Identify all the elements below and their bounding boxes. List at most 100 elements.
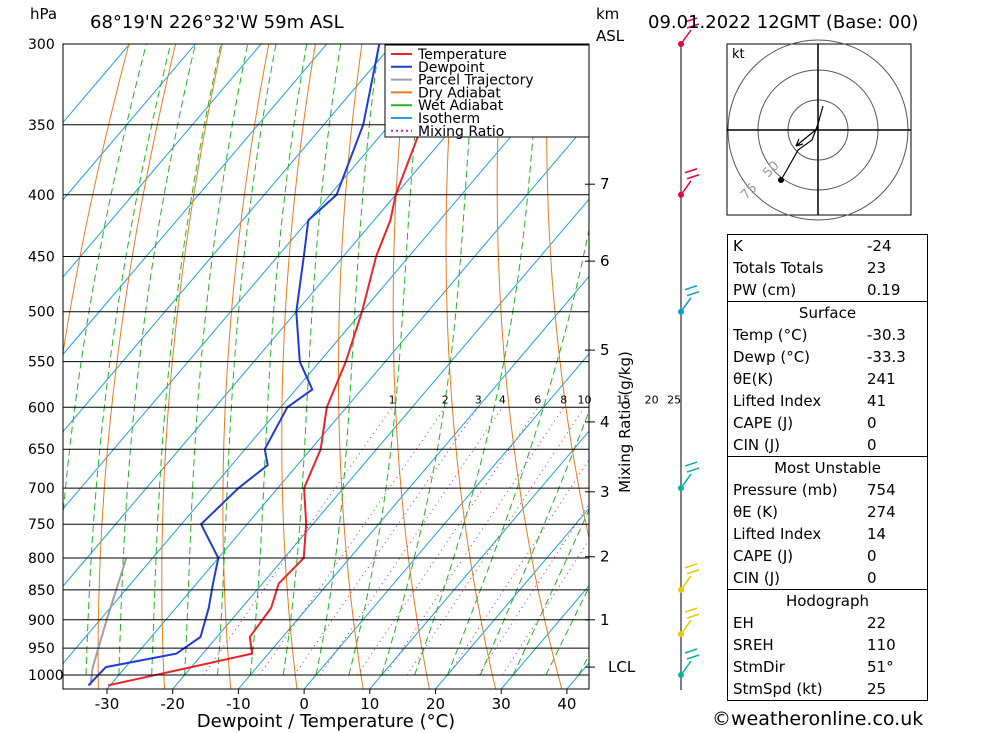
- index-row: PW (cm) 0.19: [728, 279, 927, 301]
- temperature-line: [107, 44, 453, 687]
- wet-adiabat-line: [348, 44, 425, 676]
- mixing-ratio-label: 2: [442, 393, 449, 406]
- index-label: EH: [733, 614, 754, 632]
- dry-adiabat-line: [97, 44, 177, 689]
- storm-motion-arrow: [795, 127, 819, 147]
- index-label: CIN (J): [733, 569, 781, 587]
- index-label: CIN (J): [733, 436, 781, 454]
- dry-adiabat-line: [964, 26, 1000, 700]
- index-label: CAPE (J): [733, 547, 794, 565]
- isotherm-line: [63, 44, 197, 201]
- legend-entry: Mixing Ratio: [418, 124, 504, 140]
- index-label: PW (cm): [733, 281, 797, 299]
- axes: 1 2 3 4 6 8 10 15 20 2530035040045050055060065070…: [28, 37, 681, 713]
- legend-entry: Parcel Trajectory: [418, 73, 534, 89]
- parcel-trajectory-line: [89, 557, 128, 686]
- isotherm-line: [63, 44, 328, 356]
- header-texts: hPa 68°19'N 226°32'W 59m ASL km ASL 09.0…: [30, 5, 918, 732]
- index-value: 14: [867, 525, 887, 543]
- index-value: -33.3: [867, 348, 906, 366]
- wet-adiabat-line: [446, 226, 589, 676]
- height-tick-label: 1: [600, 611, 610, 629]
- wind-barb: [680, 285, 700, 313]
- x-tick-label: -30: [95, 695, 120, 713]
- mixing-ratio-label: 4: [499, 393, 506, 406]
- height-tick-label: 2: [600, 548, 610, 566]
- legend-entry: Temperature: [417, 47, 507, 63]
- pressure-tick-label: 1000: [28, 668, 64, 684]
- index-value: 51°: [867, 658, 894, 676]
- index-value: 0: [867, 569, 877, 587]
- wet-adiabat-line: [381, 44, 478, 676]
- pressure-unit-label: hPa: [30, 5, 57, 23]
- index-value: 754: [867, 481, 896, 499]
- dry-adiabat-line: [918, 26, 1000, 700]
- legend-entry: Dewpoint: [418, 60, 485, 76]
- pressure-tick-label: 500: [28, 305, 55, 321]
- isotherm-line: [500, 584, 589, 689]
- top-indices: K -24 Totals Totals 23 PW (cm) 0.19: [728, 235, 927, 301]
- index-label: θE (K): [733, 503, 778, 521]
- background-lines: [63, 26, 1000, 700]
- copyright-symbol: ©: [712, 708, 731, 730]
- indices-panel: K -24 Totals Totals 23 PW (cm) 0.19 Surface T…: [727, 234, 928, 701]
- wind-barb: [680, 168, 700, 196]
- dry-adiabat-line: [161, 44, 223, 689]
- pressure-tick-label: 850: [28, 583, 55, 599]
- asl-unit-label: ASL: [596, 27, 625, 45]
- wet-adiabat-line: [85, 44, 172, 676]
- wind-barb: [680, 461, 700, 489]
- hodograph-section-title: Hodograph: [728, 589, 927, 612]
- pressure-tick-label: 650: [28, 442, 55, 458]
- mixing-ratio-label: 20: [645, 393, 659, 406]
- index-value: 0.19: [867, 281, 901, 299]
- height-tick-label: 3: [600, 483, 610, 501]
- datetime-title: 09.01.2022 12GMT (Base: 00): [648, 12, 918, 33]
- index-row: θE(K) 241: [728, 368, 927, 390]
- pressure-tick-label: 600: [28, 400, 55, 416]
- wet-adiabat-line: [315, 44, 380, 676]
- pressure-tick-label: 900: [28, 613, 55, 629]
- index-row: CAPE (J) 0: [728, 545, 927, 567]
- isotherm-line: [63, 44, 262, 278]
- height-tick-label: 7: [600, 175, 610, 193]
- site-name: weatheronline.co.uk: [731, 708, 924, 730]
- index-value: -24: [867, 237, 892, 255]
- legend-entry: Isotherm: [418, 111, 480, 127]
- pressure-tick-label: 700: [28, 481, 55, 497]
- index-label: CAPE (J): [733, 414, 794, 432]
- mixing-ratio-line: [294, 406, 479, 676]
- isotherm-line: [237, 275, 589, 689]
- index-label: Temp (°C): [733, 326, 808, 344]
- location-title: 68°19'N 226°32'W 59m ASL: [90, 12, 344, 33]
- dry-adiabat-line: [392, 44, 430, 689]
- mixing-ratio-line: [384, 406, 565, 676]
- index-label: Totals Totals: [733, 259, 824, 277]
- wind-barb: [680, 648, 700, 676]
- x-tick-label: -10: [226, 695, 251, 713]
- height-tick-label: LCL: [608, 658, 636, 676]
- pressure-tick-label: 750: [28, 517, 55, 533]
- isotherm-line: [63, 44, 459, 510]
- x-tick-label: 0: [299, 695, 309, 713]
- plot-frame: [62, 43, 590, 690]
- height-tick-label: 5: [600, 341, 610, 359]
- index-label: Lifted Index: [733, 392, 822, 410]
- dry-adiabat-line: [338, 44, 364, 689]
- wet-adiabat-line: [216, 44, 277, 676]
- index-value: 22: [867, 614, 887, 632]
- index-label: StmSpd (kt): [733, 680, 823, 698]
- pressure-tick-label: 350: [28, 118, 55, 134]
- legend-entry: Dry Adiabat: [418, 85, 501, 101]
- surface-section-title: Surface: [728, 301, 927, 324]
- profile-lines: [87, 44, 453, 687]
- isotherm-line: [369, 430, 589, 689]
- index-row: K -24: [728, 235, 927, 257]
- hodograph-unit: kt: [732, 47, 745, 62]
- wet-adiabat-line: [184, 44, 249, 676]
- hodograph-trace: [780, 105, 824, 181]
- wet-adiabat-line: [118, 44, 196, 676]
- dewpoint-line: [87, 44, 381, 687]
